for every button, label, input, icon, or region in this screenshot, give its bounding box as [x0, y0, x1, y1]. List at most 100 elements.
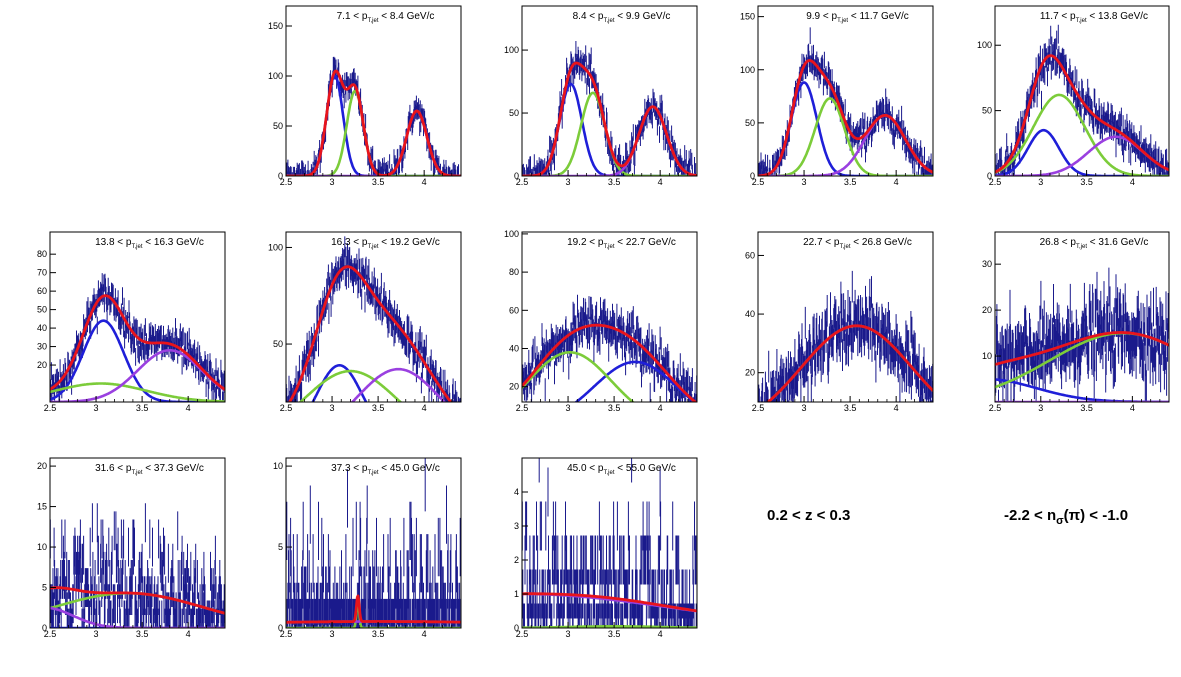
panel-title: 8.4 < pT,jet < 9.9 GeV/c — [573, 11, 671, 24]
blue-fit-curve — [50, 319, 225, 402]
y-tick-label: 100 — [268, 242, 283, 252]
chart-panel-11: 2.5 3 3.5 4 0 5 10 37.3 < pT,jet < 45.0 GeV/c — [273, 457, 462, 639]
x-tick-label: 3.5 — [608, 629, 621, 639]
y-tick-label: 50 — [273, 121, 283, 131]
plot-area — [50, 503, 225, 628]
nsigma-range-label: -2.2 < nσ(π) < -1.0 — [1004, 507, 1129, 527]
chart-panel-3: 2.5 3 3.5 4 0 50 100 150 9.9 < pT,jet < 11.7 GeV… — [740, 5, 934, 187]
x-tick-label: 3.5 — [1080, 177, 1093, 187]
y-tick-label: 50 — [273, 339, 283, 349]
x-tick-label: 4 — [422, 177, 427, 187]
plot-area — [50, 273, 225, 402]
y-tick-label: 10 — [982, 351, 992, 361]
data-histogram — [758, 27, 933, 176]
y-tick-label: 60 — [745, 250, 755, 260]
total-fit-curve — [995, 331, 1169, 366]
panel-title: 26.8 < pT,jet < 31.6 GeV/c — [1040, 237, 1149, 250]
axes-frame — [757, 231, 934, 403]
y-tick-label: 150 — [268, 21, 283, 31]
x-tick-label: 4 — [186, 629, 191, 639]
x-tick-label: 3 — [1038, 177, 1043, 187]
green-fit-curve — [995, 93, 1169, 176]
y-tick-label: 100 — [977, 40, 992, 50]
data-histogram — [286, 458, 461, 628]
y-tick-label: 100 — [740, 65, 755, 75]
y-tick-label: 50 — [37, 305, 47, 315]
x-tick-label: 3.5 — [372, 629, 385, 639]
y-tick-label: 40 — [745, 309, 755, 319]
x-tick-label: 3 — [94, 629, 99, 639]
x-tick-label: 3 — [566, 403, 571, 413]
chart-panel-6: 2.5 3 3.5 4 50 100 16.3 < pT,jet < 19.2 GeV/c — [268, 231, 462, 413]
panel-title: 45.0 < pT,jet < 55.0 GeV/c — [567, 463, 676, 476]
axes-frame — [994, 5, 1170, 177]
axes-frame — [49, 231, 226, 403]
chart-panel-12: 2.5 3 3.5 4 0 1 2 3 4 45.0 < pT,jet < 55.0 GeV/c — [514, 457, 698, 639]
total-fit-curve — [286, 594, 461, 624]
x-tick-label: 3.5 — [1080, 403, 1093, 413]
green-fit-curve — [50, 382, 225, 402]
x-tick-label: 3 — [566, 629, 571, 639]
z-range-label: 0.2 < z < 0.3 — [767, 507, 851, 524]
y-tick-label: 10 — [37, 542, 47, 552]
panel-title: 31.6 < pT,jet < 37.3 GeV/c — [95, 463, 204, 476]
x-tick-label: 2.5 — [752, 403, 765, 413]
y-tick-label: 40 — [509, 344, 519, 354]
y-tick-label: 60 — [37, 286, 47, 296]
blue-fit-curve — [995, 128, 1169, 176]
plot-area — [286, 458, 461, 628]
x-tick-label: 3.5 — [844, 177, 857, 187]
data-histogram — [50, 503, 225, 628]
x-tick-label: 4 — [1130, 177, 1135, 187]
x-tick-label: 2.5 — [280, 629, 293, 639]
x-tick-label: 2.5 — [280, 403, 293, 413]
x-tick-label: 2.5 — [516, 629, 529, 639]
total-fit-curve — [765, 324, 933, 402]
total-fit-curve — [286, 69, 461, 176]
x-tick-label: 4 — [658, 629, 663, 639]
y-tick-label: 50 — [745, 118, 755, 128]
y-tick-label: 100 — [504, 229, 519, 239]
purple-fit-curve — [50, 349, 225, 402]
axes-frame — [285, 5, 462, 177]
blue-fit-curve — [574, 360, 697, 402]
x-tick-label: 3 — [330, 629, 335, 639]
chart-panel-8: 2.5 3 3.5 4 20 40 60 22.7 < pT,jet < 26.8 GeV/c — [745, 231, 934, 413]
blue-fit-curve — [995, 378, 1169, 402]
y-tick-label: 30 — [37, 342, 47, 352]
total-fit-curve — [522, 61, 697, 176]
x-tick-label: 3 — [566, 177, 571, 187]
x-tick-label: 3 — [1038, 403, 1043, 413]
y-tick-label: 20 — [37, 461, 47, 471]
plot-area — [522, 458, 697, 628]
x-tick-label: 2.5 — [280, 177, 293, 187]
y-tick-label: 50 — [509, 108, 519, 118]
chart-panel-10: 2.5 3 3.5 4 0 5 10 15 20 31.6 < pT,jet < 37.3 GeV… — [37, 457, 226, 639]
y-tick-label: 60 — [509, 305, 519, 315]
y-tick-label: 50 — [982, 106, 992, 116]
y-tick-label: 0 — [750, 171, 755, 181]
plot-area — [286, 56, 461, 176]
chart-panel-4: 2.5 3 3.5 4 0 50 100 11.7 < pT,jet < 13.8 GeV/c — [977, 5, 1170, 187]
panel-title: 9.9 < pT,jet < 11.7 GeV/c — [806, 11, 909, 24]
x-tick-label: 4 — [422, 403, 427, 413]
x-tick-label: 4 — [422, 629, 427, 639]
total-fit-curve — [50, 586, 225, 615]
x-tick-label: 4 — [894, 403, 899, 413]
x-tick-label: 3.5 — [608, 403, 621, 413]
x-tick-label: 2.5 — [752, 177, 765, 187]
y-tick-label: 20 — [37, 360, 47, 370]
axes-frame — [521, 231, 698, 403]
y-tick-label: 3 — [514, 521, 519, 531]
panel-title: 7.1 < pT,jet < 8.4 GeV/c — [337, 11, 435, 24]
plot-area — [758, 270, 933, 402]
y-tick-label: 0 — [42, 623, 47, 633]
x-tick-label: 4 — [186, 403, 191, 413]
axes-frame — [994, 231, 1170, 403]
total-fit-curve — [758, 59, 933, 176]
data-histogram — [758, 270, 933, 402]
chart-panel-5: 2.5 3 3.5 4 20 30 40 50 60 70 80 13.8 < pT,jet < 16… — [37, 231, 226, 413]
blue-fit-curve — [311, 364, 368, 402]
axes-frame — [49, 457, 226, 629]
